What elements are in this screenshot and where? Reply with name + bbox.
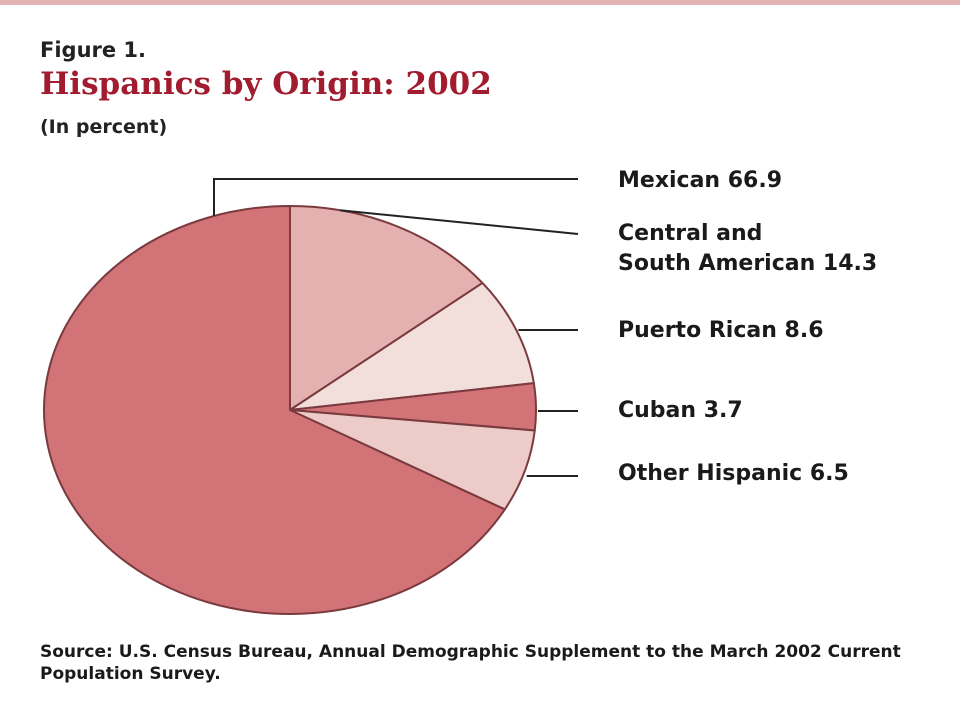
label-mexican: Mexican 66.9 xyxy=(618,168,783,193)
leader-central-south-american xyxy=(340,209,579,235)
label-other-hispanic: Other Hispanic 6.5 xyxy=(618,461,849,486)
chart-title: Hispanics by Origin: 2002 xyxy=(40,66,492,102)
leader-mexican xyxy=(213,178,578,216)
label-puerto-rican: Puerto Rican 8.6 xyxy=(618,318,824,343)
source-note: Source: U.S. Census Bureau, Annual Demog… xyxy=(40,642,901,684)
pie-slices xyxy=(43,205,537,615)
label-central-south-american: Central and South American 14.3 xyxy=(618,221,878,276)
slice-mexican xyxy=(43,205,506,615)
leader-lines xyxy=(213,178,579,477)
slice-central-south-american xyxy=(289,205,484,411)
figure-label: Figure 1. xyxy=(40,38,147,62)
chart-subtitle: (In percent) xyxy=(40,116,168,138)
slice-puerto-rican xyxy=(289,281,535,411)
top-rule xyxy=(0,0,960,5)
label-cuban: Cuban 3.7 xyxy=(618,398,743,423)
